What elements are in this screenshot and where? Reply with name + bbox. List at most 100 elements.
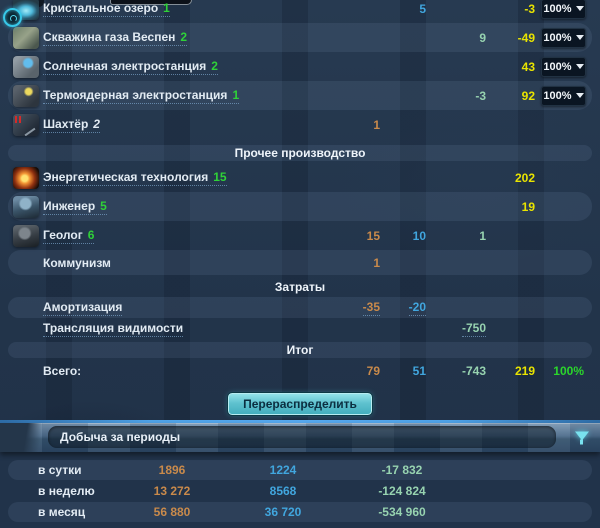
row-label-text: Коммунизм xyxy=(43,255,111,270)
metal-value: 1 xyxy=(373,255,380,270)
crystal-total: 51 xyxy=(412,363,426,378)
table-row: Шахтёр 2 1 xyxy=(8,110,592,139)
metal-value: 15 xyxy=(366,228,380,243)
row-label-text: Шахтёр xyxy=(43,116,89,131)
row-label[interactable]: Энергетическая технология 15 xyxy=(43,170,227,186)
chevron-down-icon xyxy=(575,6,584,11)
section-header-text: Затраты xyxy=(274,280,326,294)
row-level: 2 xyxy=(93,116,100,131)
section-header: Итог xyxy=(8,342,592,358)
period-label: в сутки xyxy=(38,463,82,477)
periods-panel-header: Добыча за периоды xyxy=(0,423,600,452)
header-left-cap xyxy=(0,423,46,452)
row-label[interactable]: Трансляция видимости xyxy=(43,320,184,337)
energy-value: 202 xyxy=(514,170,535,185)
energy-total: 219 xyxy=(514,363,535,378)
table-row: Энергетическая технология 15 202 xyxy=(8,163,592,192)
gas-value: 1 xyxy=(479,228,486,243)
fusion-plant-icon xyxy=(13,84,39,107)
table-row: Термоядерная электростанция 1 -3 92 100% xyxy=(8,81,592,110)
gas-value: -534 960 xyxy=(378,505,426,519)
energy-value: -3 xyxy=(524,1,535,16)
row-label-text: Инженер xyxy=(43,198,96,213)
row-label: Всего: xyxy=(43,364,81,378)
table-row: Скважина газа Веспен 2 9 -49 100% xyxy=(8,23,592,52)
gas-value: -3 xyxy=(475,88,486,103)
section-header-text: Прочее производство xyxy=(234,146,366,160)
table-row-total: Всего: 79 51 -743 219 100% xyxy=(8,360,592,381)
crystal-value: 36 720 xyxy=(264,505,302,519)
table-row: в месяц 56 880 36 720 -534 960 xyxy=(8,502,592,522)
percent-dropdown[interactable]: 100% xyxy=(541,56,586,77)
geologist-icon xyxy=(13,224,39,247)
metal-value: 56 880 xyxy=(153,505,191,519)
energy-tech-icon xyxy=(13,166,39,189)
percent-value: 100% xyxy=(543,31,572,44)
chevron-down-icon xyxy=(575,64,584,69)
chevron-down-icon xyxy=(575,35,584,40)
table-row: в сутки 1896 1224 -17 832 xyxy=(8,460,592,480)
metal-value: 13 272 xyxy=(153,484,191,498)
row-label-text: Трансляция видимости xyxy=(43,320,184,335)
period-label: в месяц xyxy=(38,505,86,519)
filter-funnel-icon[interactable] xyxy=(574,430,590,445)
energy-value: 43 xyxy=(521,59,535,74)
percent-value: 100% xyxy=(543,89,572,102)
row-level: 5 xyxy=(100,198,107,213)
table-row: Амортизация -35 -20 xyxy=(8,297,592,318)
table-row: Трансляция видимости -750 xyxy=(8,318,592,339)
row-label[interactable]: Шахтёр 2 xyxy=(43,117,100,133)
percent-dropdown[interactable]: 100% xyxy=(541,85,586,106)
production-table: Кристальное озеро 1 5 -3 100% Скважина га… xyxy=(0,0,600,415)
gas-value: -124 824 xyxy=(378,484,426,498)
section-header: Затраты xyxy=(8,279,592,295)
percent-value: 100% xyxy=(543,60,572,73)
section-header-text: Итог xyxy=(286,343,314,357)
row-label[interactable]: Геолог 6 xyxy=(43,227,95,244)
row-label[interactable]: Термоядерная электростанция 1 xyxy=(43,87,240,104)
table-row: Инженер 5 19 xyxy=(8,192,592,221)
crystal-value: 8568 xyxy=(269,484,297,498)
crystal-value: 5 xyxy=(419,1,426,16)
gas-value[interactable]: -750 xyxy=(461,320,486,337)
periods-panel: Добыча за периоды в сутки 1896 1224 -17 … xyxy=(0,420,600,528)
periods-panel-title: Добыча за периоды xyxy=(48,426,556,448)
row-level: 2 xyxy=(211,58,218,73)
table-row: Коммунизм 1 xyxy=(8,250,592,275)
percent-dropdown[interactable]: 100% xyxy=(541,0,586,19)
periods-table: в сутки 1896 1224 -17 832 в неделю 13 27… xyxy=(0,452,600,522)
metal-value: 1896 xyxy=(158,463,186,477)
row-label[interactable]: Скважина газа Веспен 2 xyxy=(43,29,188,46)
panel-top-edge xyxy=(0,420,600,423)
energy-value: 19 xyxy=(521,199,535,214)
row-label-text: Скважина газа Веспен xyxy=(43,29,176,44)
table-row: Солнечная электростанция 2 43 100% xyxy=(8,52,592,81)
gas-value: 9 xyxy=(479,30,486,45)
metal-value[interactable]: -35 xyxy=(362,299,380,316)
row-label[interactable]: Амортизация xyxy=(43,300,123,316)
percent-total: 100% xyxy=(553,363,584,378)
solar-plant-icon xyxy=(13,55,39,78)
crystal-value[interactable]: -20 xyxy=(408,299,426,316)
row-level: 2 xyxy=(180,29,188,44)
row-label-text: Энергетическая технология xyxy=(43,169,209,184)
section-header: Прочее производство xyxy=(8,145,592,161)
energy-value: -49 xyxy=(517,30,535,45)
row-label[interactable]: Инженер 5 xyxy=(43,199,107,215)
row-label-text: Всего: xyxy=(43,363,82,378)
row-label[interactable]: Солнечная электростанция 2 xyxy=(43,59,218,75)
row-label[interactable]: Кристальное озеро 1 xyxy=(43,1,170,17)
row-level: 1 xyxy=(163,0,170,15)
miner-icon xyxy=(13,113,39,136)
percent-value: 100% xyxy=(543,2,572,15)
table-row: в неделю 13 272 8568 -124 824 xyxy=(8,481,592,501)
table-row: Кристальное озеро 1 5 -3 100% xyxy=(8,0,592,23)
gas-total: -743 xyxy=(461,363,486,378)
construction-timer-icon xyxy=(3,8,22,27)
row-label-text: Геолог xyxy=(43,227,83,242)
engineer-icon xyxy=(13,195,39,218)
percent-dropdown[interactable]: 100% xyxy=(541,27,586,48)
redistribute-button[interactable]: Перераспределить xyxy=(227,392,373,416)
row-level: 1 xyxy=(232,87,240,102)
